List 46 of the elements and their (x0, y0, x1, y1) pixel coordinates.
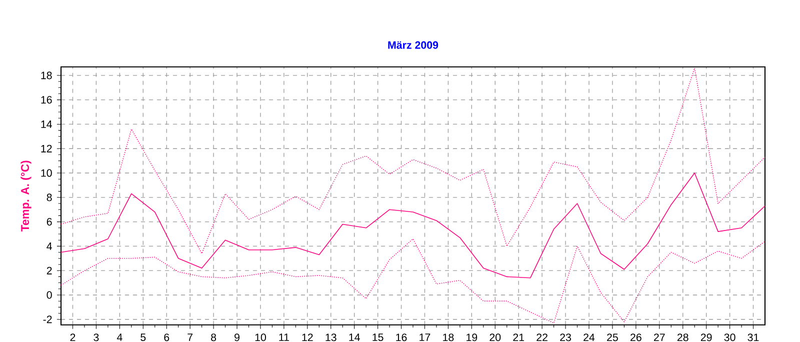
y-tick-label: 4 (46, 242, 52, 250)
x-tick-label: 21 (513, 334, 524, 342)
x-tick-label: 3 (94, 334, 99, 342)
y-tick-label: 0 (46, 291, 52, 299)
y-tick-label: -2 (43, 316, 52, 324)
x-tick-label: 19 (466, 334, 478, 342)
x-tick-label: 6 (164, 334, 170, 342)
x-tick-label: 8 (211, 334, 216, 342)
x-tick-label: 11 (279, 334, 289, 341)
y-tick-label: 18 (41, 72, 52, 80)
x-tick-label: 17 (420, 334, 430, 341)
x-tick-label: 30 (724, 334, 736, 342)
chart-title: März 2009 (388, 41, 438, 49)
x-tick-label: 12 (302, 334, 313, 342)
x-tick-label: 28 (677, 334, 688, 342)
x-tick-label: 23 (560, 334, 571, 342)
x-tick-label: 10 (255, 334, 266, 342)
x-tick-label: 26 (630, 334, 642, 342)
x-tick-label: 22 (536, 334, 548, 342)
x-tick-label: 29 (700, 334, 712, 342)
line-series (60, 238, 766, 324)
x-tick-label: 7 (188, 334, 193, 341)
x-tick-label: 2 (70, 334, 76, 342)
x-tick-label: 25 (607, 334, 618, 342)
x-tick-label: 4 (116, 334, 122, 341)
y-tick-label: 14 (41, 120, 52, 128)
y-tick-label: 10 (41, 169, 52, 177)
x-tick-label: 15 (372, 334, 384, 342)
line-series (60, 68, 766, 254)
y-tick-label: 12 (41, 144, 52, 152)
y-tick-label: 16 (41, 96, 52, 104)
y-tick-label: 6 (46, 218, 52, 226)
x-tick-label: 31 (748, 334, 759, 342)
x-tick-label: 13 (326, 334, 336, 342)
x-tick-label: 9 (234, 334, 240, 342)
x-tick-label: 27 (654, 334, 665, 342)
x-tick-label: 16 (396, 334, 407, 342)
x-tick-label: 14 (349, 334, 360, 341)
y-tick-label: 8 (46, 194, 52, 202)
line-series (60, 172, 766, 278)
x-tick-label: 24 (584, 334, 595, 342)
x-tick-label: 18 (443, 334, 454, 342)
y-tick-label: 2 (46, 266, 52, 274)
y-axis-title: Temp. A. (°C) (20, 160, 32, 232)
x-tick-label: 20 (490, 334, 501, 342)
x-tick-label: 5 (140, 334, 146, 342)
